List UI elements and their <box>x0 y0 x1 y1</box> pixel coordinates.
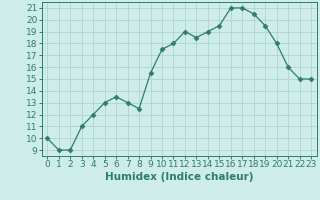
X-axis label: Humidex (Indice chaleur): Humidex (Indice chaleur) <box>105 172 253 182</box>
